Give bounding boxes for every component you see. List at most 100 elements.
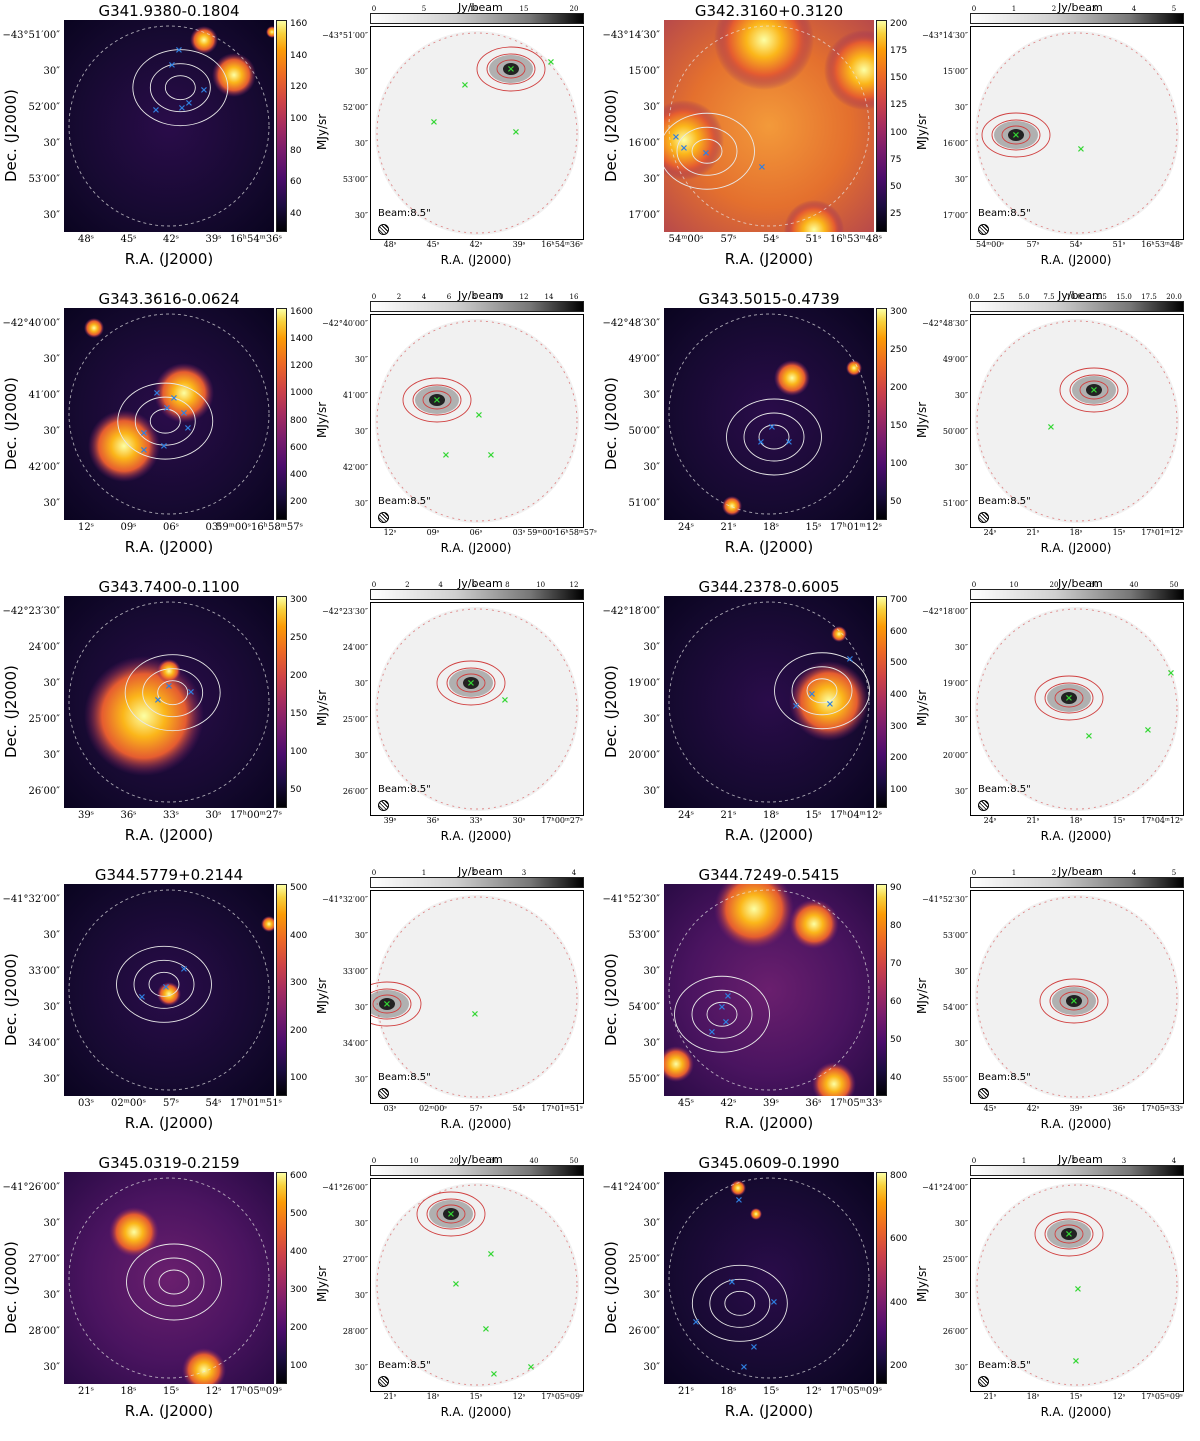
- source-cross-green: ×: [467, 678, 475, 689]
- dec-tick: 54′00″: [628, 1002, 660, 1013]
- radio-unit-label: Jy/beam: [1058, 865, 1103, 878]
- dec-tick: 49′00″: [942, 355, 968, 364]
- dec-tick: 30″: [954, 967, 968, 976]
- radio-colorbar: [370, 589, 584, 600]
- ra-tick: 17ʰ04ᵐ12ˢ: [1141, 816, 1183, 825]
- colorbar-tick: 10.0: [1066, 293, 1082, 301]
- ra-tick: 16ʰ54ᵐ36ˢ: [229, 234, 282, 245]
- ra-tick: 54ˢ: [205, 1098, 222, 1109]
- source-cross-blue: ×: [724, 991, 732, 1002]
- source-cross-green: ×: [507, 64, 515, 75]
- colorbar-tick: 60: [290, 177, 302, 188]
- dec-tick: 30″: [43, 138, 60, 149]
- source-cross-green: ×: [487, 450, 495, 461]
- source-cross-blue: ×: [770, 1297, 778, 1308]
- source-cross-green: ×: [1090, 385, 1098, 396]
- ra-tick: 06ˢ: [469, 528, 483, 537]
- dec-tick: 53′00″: [342, 175, 368, 184]
- ra-tick: 57ˢ: [162, 1098, 180, 1109]
- colorbar-tick: 3: [1121, 1157, 1127, 1165]
- ra-axis-label: R.A. (J2000): [1040, 1405, 1112, 1419]
- ra-tick: 17ʰ01ᵐ51ˢ: [229, 1098, 282, 1109]
- colorbar-tick: 50: [569, 1157, 579, 1165]
- colorbar-tick: 700: [890, 595, 908, 605]
- beam-label: Beam:8.5": [978, 1072, 1031, 1083]
- dec-tick: 19′00″: [628, 678, 660, 689]
- ra-tick: 03ˢ: [77, 1098, 95, 1109]
- dec-tick: 50′00″: [942, 427, 968, 436]
- dec-tick: −42°48′30″: [921, 319, 968, 328]
- dec-tick: −43°51′00″: [321, 31, 368, 40]
- colorbar-tick: 10: [1009, 581, 1019, 589]
- source-cross-blue: ×: [702, 148, 710, 159]
- dec-tick: 42′00″: [342, 463, 368, 472]
- source-cross-blue: ×: [168, 60, 176, 71]
- ra-tick: 21ˢ: [720, 522, 737, 533]
- dec-tick: 30″: [43, 1002, 60, 1013]
- dec-tick: 42′00″: [28, 462, 60, 473]
- radio-unit-label: Jy/beam: [1058, 289, 1103, 302]
- radio-colorbar: [970, 301, 1184, 312]
- ra-axis-label: R.A. (J2000): [440, 1405, 512, 1419]
- ra-tick: 15ˢ: [1112, 528, 1126, 537]
- colorbar-tick: 20: [449, 1157, 459, 1165]
- source-cross-green: ×: [447, 1209, 455, 1220]
- colorbar-tick: 0: [371, 869, 377, 877]
- colorbar-tick: 600: [290, 1171, 308, 1181]
- dec-tick: −41°26′00″: [321, 1183, 368, 1192]
- ra-tick: 16ʰ53ᵐ48ˢ: [829, 234, 882, 245]
- colorbar-tick: 300: [890, 307, 908, 317]
- source-cross-green: ×: [1065, 693, 1073, 704]
- ra-tick: 12ˢ: [77, 522, 95, 533]
- dec-tick: 33′00″: [342, 967, 368, 976]
- colorbar-tick: 1: [1011, 5, 1017, 13]
- ra-tick: 17ʰ01ᵐ12ˢ: [829, 522, 882, 533]
- ir-contours: [668, 889, 870, 1091]
- radio-colorbar: [970, 13, 1184, 24]
- beam-label: Beam:8.5": [378, 1360, 431, 1371]
- dec-tick: 30″: [43, 930, 60, 941]
- dec-tick: 30″: [43, 750, 60, 761]
- dec-tick: 30″: [954, 103, 968, 112]
- colorbar-tick: 4: [1131, 5, 1137, 13]
- dec-tick: 30″: [954, 463, 968, 472]
- dec-tick: −42°23′30″: [2, 606, 60, 617]
- ra-tick: 17ʰ05ᵐ09ˢ: [829, 1386, 882, 1397]
- dec-tick: 30″: [43, 498, 60, 509]
- dec-tick: 30″: [643, 966, 660, 977]
- dec-tick: 55′00″: [942, 1075, 968, 1084]
- dec-tick: 25′00″: [628, 1254, 660, 1265]
- ra-tick: 54ˢ: [762, 234, 780, 245]
- colorbar-tick: 8: [505, 581, 510, 589]
- colorbar-tick: 300: [290, 1285, 308, 1295]
- ra-tick: 45ˢ: [120, 234, 137, 245]
- bright-source: [714, 20, 814, 90]
- source-cross-blue: ×: [180, 964, 188, 975]
- dec-tick: 20′00″: [628, 750, 660, 761]
- dec-tick: 30″: [354, 139, 368, 148]
- ra-tick: 18ˢ: [1069, 528, 1083, 537]
- ir-colorbar: [276, 1172, 287, 1384]
- bright-source: [154, 363, 214, 423]
- dec-tick: 28′00″: [28, 1326, 60, 1337]
- ra-axis-label: R.A. (J2000): [724, 538, 814, 556]
- ra-tick: 57ˢ: [1026, 240, 1040, 249]
- radio-map: × ×: [370, 890, 584, 1104]
- source-cross-blue: ×: [185, 98, 193, 109]
- ra-tick: 15ˢ: [1069, 1392, 1083, 1401]
- source-cross-green: ×: [433, 395, 441, 406]
- dec-tick: 55′00″: [628, 1074, 660, 1085]
- dec-tick: 30″: [954, 787, 968, 796]
- dec-tick: 53′00″: [28, 174, 60, 185]
- dec-tick: 25′00″: [342, 715, 368, 724]
- colorbar-tick: 100: [290, 747, 308, 757]
- ra-tick: 17ʰ05ᵐ09ˢ: [541, 1392, 583, 1401]
- radio-map: × × × × × ×: [370, 1178, 584, 1392]
- dec-tick: 30″: [643, 174, 660, 185]
- ir-contours: [668, 601, 870, 803]
- colorbar-tick: 500: [290, 883, 308, 893]
- ra-tick: 12ˢ: [805, 1386, 822, 1397]
- ra-axis-label: R.A. (J2000): [724, 1114, 814, 1132]
- ir-colorbar: [276, 308, 287, 520]
- beam-label: Beam:8.5": [378, 1072, 431, 1083]
